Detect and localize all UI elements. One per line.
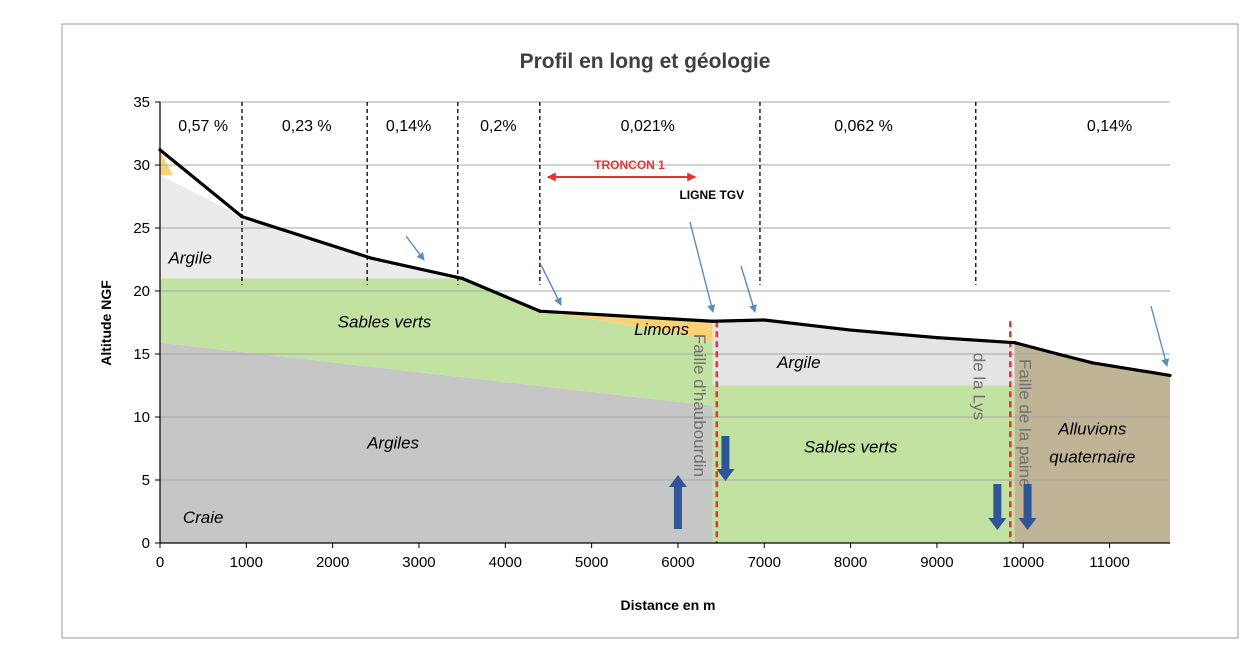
pointer-arrow-4 — [1150, 305, 1170, 367]
x-tick-label-0: 0 — [156, 554, 164, 571]
slope-label-5: 0,062 % — [834, 118, 893, 135]
x-tick-label-4000: 4000 — [489, 554, 522, 571]
slope-label-3: 0,2% — [480, 118, 516, 135]
movement-arrow-down-1 — [716, 436, 735, 481]
chart-title: Profil en long et géologie — [520, 50, 771, 73]
profile-point-11 — [1090, 361, 1094, 365]
profile-point-7 — [848, 328, 853, 332]
layer-1 — [160, 342, 713, 543]
axes: 0 5 10 15 20 25 30 35 0 1000 2000 3000 4000 5000 6000 7… — [133, 94, 1170, 571]
slope-labels: 0,57 % 0,23 % 0,14% 0,2% 0,021% 0,062 % 0,14% — [178, 118, 1132, 135]
annotations: TRONCON 1 LIGNE TGV — [405, 158, 1170, 530]
slope-label-0: 0,57 % — [178, 118, 228, 135]
profile-point-3 — [460, 276, 464, 280]
x-tick-label-10000: 10000 — [1002, 554, 1044, 571]
x-tick-label-3000: 3000 — [402, 554, 435, 571]
y-tick-label-5: 5 — [142, 472, 150, 489]
x-tick-label-2000: 2000 — [316, 554, 349, 571]
movement-arrow-down-3 — [1018, 484, 1037, 530]
ligne-tgv-label: LIGNE TGV — [679, 188, 744, 202]
layer-labels: Craie Argiles Sables verts Argile Limons Argi… — [167, 248, 1135, 527]
profile-point-4 — [538, 309, 542, 313]
layer-label-7: Sables verts — [804, 437, 898, 456]
layer-8 — [1014, 342, 1170, 543]
y-axis-label: Altitude NGF — [98, 280, 114, 366]
x-tick-label-7000: 7000 — [748, 554, 781, 571]
profile-point-10 — [1056, 352, 1060, 356]
profile-point-1 — [240, 215, 244, 219]
layer-2 — [160, 278, 713, 406]
layer-label-5: Limons — [634, 320, 689, 339]
profile-point-2 — [369, 256, 374, 260]
fault-label-haubourdin: Faille d'haubourdin — [690, 334, 709, 477]
x-axis-label: Distance en m — [621, 597, 716, 613]
pointer-arrow-3 — [740, 265, 757, 313]
slope-label-1: 0,23 % — [282, 118, 332, 135]
y-tick-label-25: 25 — [133, 220, 150, 237]
layer-label-6: Argile — [776, 353, 820, 372]
slope-label-2: 0,14% — [386, 118, 431, 135]
gridlines — [160, 101, 1170, 481]
profile-point-6 — [762, 318, 766, 322]
layer-6 — [712, 319, 1015, 386]
slope-breaks — [241, 102, 977, 285]
layer-label-3: Argile — [167, 248, 211, 267]
troncon-label: TRONCON 1 — [594, 158, 665, 172]
geology-layers — [160, 151, 1170, 543]
faults: Faille d'haubourdin Faille de la paine de … — [690, 321, 1034, 543]
layer-label-0: Craie — [183, 508, 224, 527]
y-tick-label-10: 10 — [133, 409, 150, 426]
x-tick-label-1000: 1000 — [230, 554, 263, 571]
x-tick-label-8000: 8000 — [834, 554, 867, 571]
profile-point-12 — [1168, 373, 1172, 378]
profile-point-9 — [1013, 341, 1017, 345]
layer-7 — [712, 385, 1015, 543]
x-tick-label-9000: 9000 — [920, 554, 953, 571]
profile-series — [158, 148, 1172, 378]
y-tick-label-0: 0 — [142, 535, 150, 552]
x-tick-label-6000: 6000 — [661, 554, 694, 571]
profile-point-5 — [710, 319, 715, 323]
pointer-arrow-2 — [689, 221, 716, 313]
y-tick-label-20: 20 — [133, 283, 150, 300]
fault-label-plaine: Faille de la paine — [1015, 359, 1034, 488]
layer-label-2: Sables verts — [338, 313, 432, 332]
movement-arrow-up-0 — [668, 475, 687, 529]
x-tick-label-5000: 5000 — [575, 554, 608, 571]
y-tick-label-35: 35 — [133, 94, 150, 111]
layer-label-1: Argiles — [366, 434, 419, 453]
movement-arrow-down-2 — [988, 484, 1007, 530]
fault-label-lys: de la Lys — [969, 353, 988, 420]
slope-label-4: 0,021% — [621, 118, 675, 135]
pointer-arrow-1 — [540, 264, 562, 306]
layer-3 — [160, 175, 463, 279]
profile-point-8 — [935, 336, 939, 340]
x-tick-label-11000: 11000 — [1089, 554, 1130, 571]
layer-4 — [160, 151, 173, 176]
pointer-arrow-0 — [405, 235, 425, 261]
y-tick-label-30: 30 — [133, 157, 150, 174]
layer-label-8: Alluvions — [1057, 420, 1127, 439]
slope-label-6: 0,14% — [1087, 118, 1132, 135]
y-tick-label-15: 15 — [133, 346, 150, 363]
layer-label-9: quaternaire — [1049, 447, 1135, 466]
